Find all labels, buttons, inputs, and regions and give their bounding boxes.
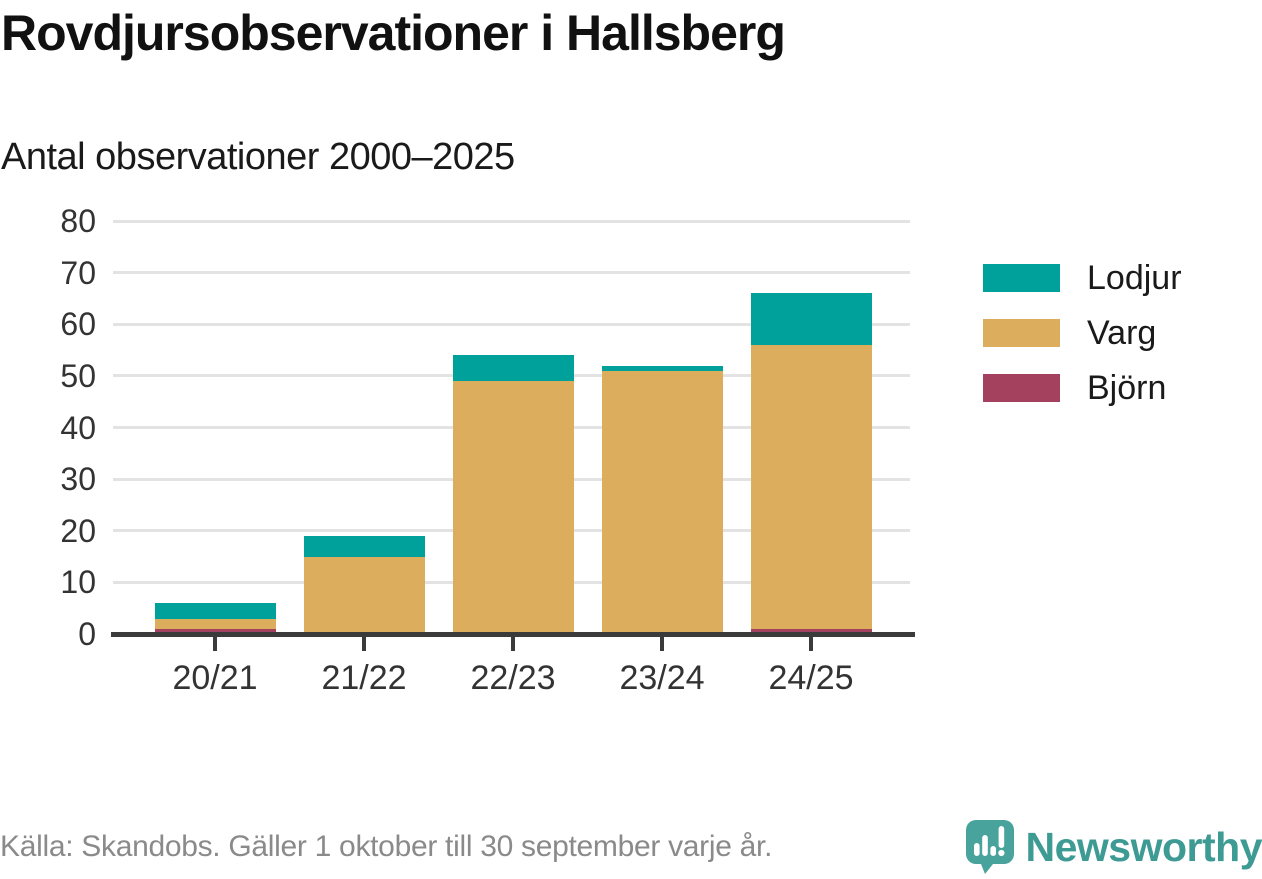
y-axis-label-70: 70 (60, 254, 96, 291)
footer: Källa: Skandobs. Gäller 1 oktober till 3… (0, 818, 1262, 876)
x-tick-20/21 (213, 637, 217, 651)
legend-label-lodjur: Lodjur (1087, 258, 1182, 297)
y-axis-label-30: 30 (60, 461, 96, 498)
y-axis-label-40: 40 (60, 409, 96, 446)
chart-subtitle: Antal observationer 2000–2025 (1, 136, 515, 178)
legend-swatch-lodjur (983, 264, 1060, 292)
legend-swatch-björn (983, 374, 1060, 402)
legend: Lodjur Varg Björn (983, 259, 1182, 429)
legend-item-varg: Varg (983, 314, 1182, 352)
legend-item-lodjur: Lodjur (983, 259, 1182, 297)
y-axis-label-80: 80 (60, 203, 96, 239)
bar-segment-lodjur-22/23 (452, 355, 574, 382)
newsworthy-brand: Newsworthy (965, 819, 1262, 875)
gridline-60 (113, 322, 910, 326)
bar-segment-lodjur-20/21 (154, 603, 276, 619)
bar-segment-varg-24/25 (750, 344, 872, 629)
x-tick-21/22 (362, 637, 366, 651)
bar-segment-varg-21/22 (303, 556, 425, 634)
gridline-70 (113, 271, 910, 275)
newsworthy-logo-icon (965, 820, 1014, 874)
bar-segment-lodjur-21/22 (303, 535, 425, 557)
x-tick-22/23 (511, 637, 515, 651)
bar-segment-varg-23/24 (601, 370, 723, 634)
legend-label-björn: Björn (1087, 368, 1167, 407)
x-axis-label-24/25: 24/25 (768, 659, 854, 697)
bar-segment-björn-24/25 (750, 628, 872, 634)
bar-segment-lodjur-24/25 (750, 293, 872, 345)
legend-item-björn: Björn (983, 369, 1182, 407)
y-axis-label-0: 0 (78, 616, 96, 652)
newsworthy-wordmark: Newsworthy (1025, 823, 1262, 870)
bar-segment-varg-22/23 (452, 381, 574, 634)
chart-title: Rovdjursobservationer i Hallsberg (1, 5, 786, 61)
y-axis-label-10: 10 (60, 564, 96, 601)
gridline-80 (113, 219, 910, 223)
x-axis-label-20/21: 20/21 (172, 659, 258, 697)
x-axis-line (111, 632, 915, 637)
y-axis-label-50: 50 (60, 357, 96, 394)
y-axis-label-20: 20 (60, 512, 96, 549)
bar-segment-lodjur-23/24 (601, 365, 723, 371)
bar-segment-varg-20/21 (154, 618, 276, 629)
plot-area (113, 219, 910, 634)
legend-swatch-varg (983, 319, 1060, 347)
bar-segment-björn-20/21 (154, 628, 276, 634)
legend-label-varg: Varg (1087, 313, 1157, 352)
x-axis-label-23/24: 23/24 (619, 659, 705, 697)
x-tick-24/25 (809, 637, 813, 651)
x-axis-label-21/22: 21/22 (321, 659, 407, 697)
y-axis-label-60: 60 (60, 306, 96, 343)
x-tick-23/24 (660, 637, 664, 651)
x-axis-label-22/23: 22/23 (470, 659, 556, 697)
source-note: Källa: Skandobs. Gäller 1 oktober till 3… (0, 830, 773, 863)
